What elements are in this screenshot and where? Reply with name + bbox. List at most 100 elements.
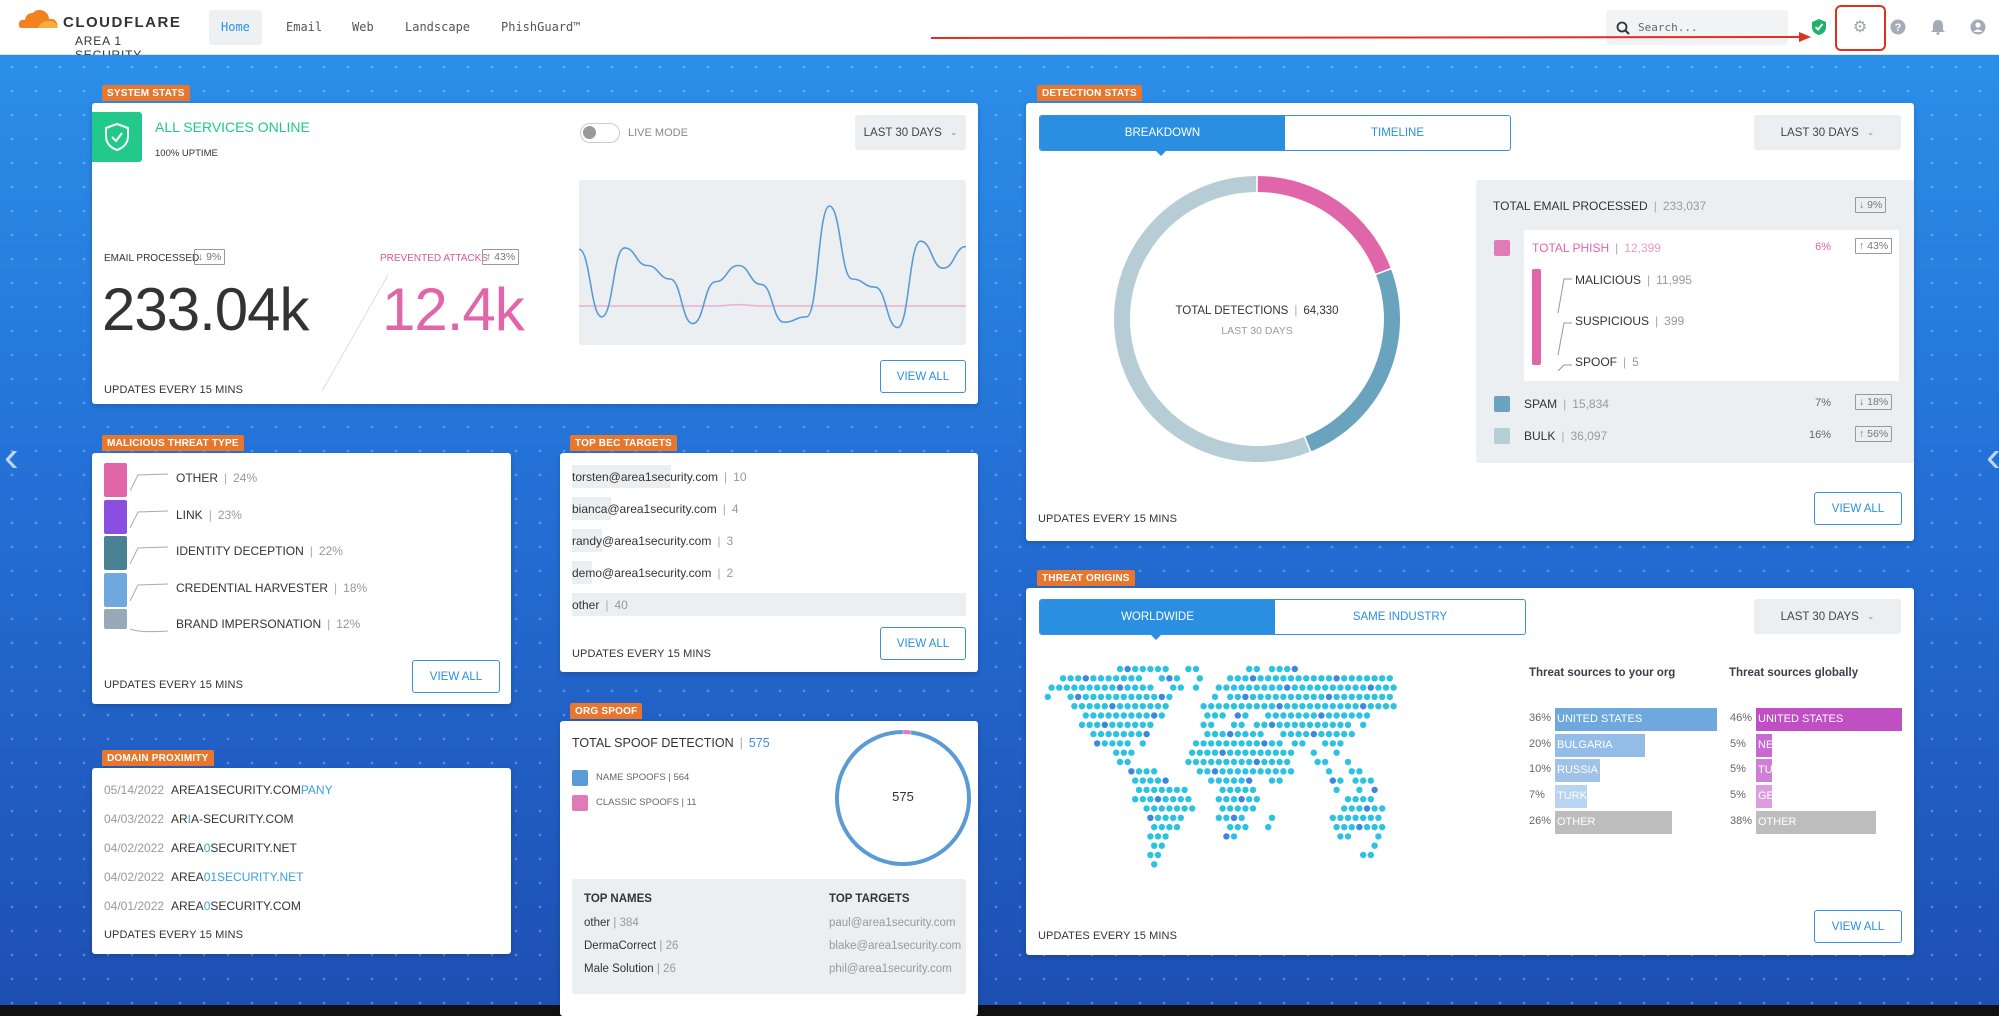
map-dot: [1197, 768, 1203, 774]
map-dot: [1368, 815, 1374, 821]
nav-phishguard[interactable]: PhishGuard™: [489, 10, 592, 45]
map-dot: [1128, 750, 1134, 756]
map-dot: [1345, 684, 1351, 690]
map-dot: [1155, 796, 1161, 802]
bec-target-row[interactable]: bianca@area1security.com|4: [572, 502, 739, 516]
map-dot: [1352, 684, 1358, 690]
nav-landscape[interactable]: Landscape: [393, 10, 482, 45]
map-dot: [1280, 731, 1286, 737]
view-all-button[interactable]: VIEW ALL: [1814, 492, 1902, 525]
threat-type-color-bar: [104, 536, 127, 570]
live-mode-toggle[interactable]: [580, 123, 620, 143]
view-all-button[interactable]: VIEW ALL: [1814, 910, 1902, 943]
lookalike-domain[interactable]: AREA01SECURITY.NET: [171, 870, 304, 884]
user-icon[interactable]: [1967, 16, 1989, 38]
map-dot: [1250, 768, 1256, 774]
top-navigation-bar: CLOUDFLARE AREA 1 SECURITY Home Email We…: [0, 0, 1999, 55]
view-all-button[interactable]: VIEW ALL: [880, 360, 966, 393]
total-spoof-detection: TOTAL SPOOF DETECTION|575: [572, 736, 770, 750]
phish-subtype-value: 399: [1664, 314, 1684, 328]
map-dot: [1250, 787, 1256, 793]
map-dot: [1227, 805, 1233, 811]
map-dot: [1333, 731, 1339, 737]
domain-base: AR: [171, 812, 188, 826]
help-icon[interactable]: ?: [1887, 16, 1909, 38]
lookalike-domain[interactable]: AREA0SECURITY.NET: [171, 841, 297, 855]
map-dot: [1352, 815, 1358, 821]
origin-country: OTHER: [1758, 816, 1797, 828]
bell-icon[interactable]: [1927, 16, 1949, 38]
previous-page-chevron-icon[interactable]: ‹: [4, 432, 19, 482]
map-dot: [1375, 684, 1381, 690]
date-range-dropdown[interactable]: LAST 30 DAYS⌄: [855, 115, 966, 150]
map-dot: [1368, 703, 1374, 709]
map-dot: [1364, 694, 1370, 700]
classic-spoofs-legend: CLASSIC SPOOFS | 11: [596, 797, 697, 808]
name-spoofs-legend: NAME SPOOFS | 564: [596, 772, 689, 783]
nav-home[interactable]: Home: [209, 10, 262, 45]
chevron-down-icon: ⌄: [1867, 127, 1875, 138]
map-dot: [1238, 740, 1244, 746]
domain-date: 04/03/2022: [104, 812, 164, 826]
map-dot: [1333, 675, 1339, 681]
connector-line: [130, 579, 170, 603]
map-dot: [1227, 675, 1233, 681]
lookalike-domain[interactable]: AREA0SECURITY.COM: [171, 899, 301, 913]
map-dot: [1143, 768, 1149, 774]
lookalike-domain[interactable]: AREA1SECURITY.COMPANY: [171, 783, 333, 797]
map-dot: [1105, 731, 1111, 737]
map-dot: [1086, 722, 1092, 728]
threat-type-color-bar: [104, 463, 127, 497]
next-page-chevron-icon[interactable]: ‹: [1986, 432, 1999, 482]
top-name-item: DermaCorrect | 26: [584, 940, 678, 952]
threat-type-item[interactable]: IDENTITY DECEPTION|22%: [176, 544, 343, 558]
domain-base: AREA: [171, 870, 204, 884]
lookalike-domain[interactable]: ARIA-SECURITY.COM: [171, 812, 293, 826]
map-dot: [1246, 740, 1252, 746]
view-all-button[interactable]: VIEW ALL: [412, 660, 500, 693]
threat-type-item[interactable]: BRAND IMPERSONATION|12%: [176, 617, 360, 631]
threat-type-item[interactable]: LINK|23%: [176, 508, 242, 522]
map-dot: [1311, 750, 1317, 756]
map-dot: [1284, 759, 1290, 765]
map-dot: [1124, 666, 1130, 672]
map-dot: [1143, 712, 1149, 718]
nav-web[interactable]: Web: [340, 10, 386, 45]
map-dot: [1265, 824, 1271, 830]
tab-breakdown[interactable]: BREAKDOWN: [1040, 116, 1285, 150]
bec-target-row[interactable]: randy@area1security.com|3: [572, 534, 733, 548]
map-dot: [1140, 666, 1146, 672]
threat-type-item[interactable]: OTHER|24%: [176, 471, 257, 485]
map-dot: [1132, 666, 1138, 672]
date-range-dropdown[interactable]: LAST 30 DAYS⌄: [1754, 115, 1901, 150]
bec-target-row[interactable]: other|40: [572, 598, 628, 612]
map-dot: [1223, 759, 1229, 765]
phish-subtype-label: SUSPICIOUS: [1575, 314, 1649, 328]
tab-timeline[interactable]: TIMELINE: [1285, 116, 1510, 150]
bec-target-row[interactable]: demo@area1security.com|2: [572, 566, 733, 580]
view-all-button[interactable]: VIEW ALL: [880, 627, 966, 660]
cloud-icon: [18, 8, 60, 30]
map-dot: [1341, 731, 1347, 737]
map-dot: [1117, 684, 1123, 690]
map-dot: [1159, 675, 1165, 681]
map-dot: [1303, 694, 1309, 700]
map-dot: [1299, 703, 1305, 709]
cloudflare-logo[interactable]: CLOUDFLARE AREA 1 SECURITY: [18, 6, 188, 50]
map-dot: [1105, 712, 1111, 718]
nav-email[interactable]: Email: [274, 10, 334, 45]
tab-same-industry[interactable]: SAME INDUSTRY: [1275, 600, 1525, 634]
phish-bar: [1532, 269, 1541, 365]
date-range-dropdown[interactable]: LAST 30 DAYS⌄: [1754, 599, 1901, 634]
bec-target-row[interactable]: torsten@area1security.com|10: [572, 470, 747, 484]
map-dot: [1212, 694, 1218, 700]
threat-type-item[interactable]: CREDENTIAL HARVESTER|18%: [176, 581, 367, 595]
gear-icon[interactable]: ⚙: [1849, 16, 1871, 38]
map-dot: [1223, 796, 1229, 802]
map-dot: [1223, 703, 1229, 709]
map-dot: [1121, 694, 1127, 700]
map-dot: [1299, 740, 1305, 746]
tab-worldwide[interactable]: WORLDWIDE: [1040, 600, 1275, 634]
map-dot: [1284, 722, 1290, 728]
map-dot: [1227, 731, 1233, 737]
